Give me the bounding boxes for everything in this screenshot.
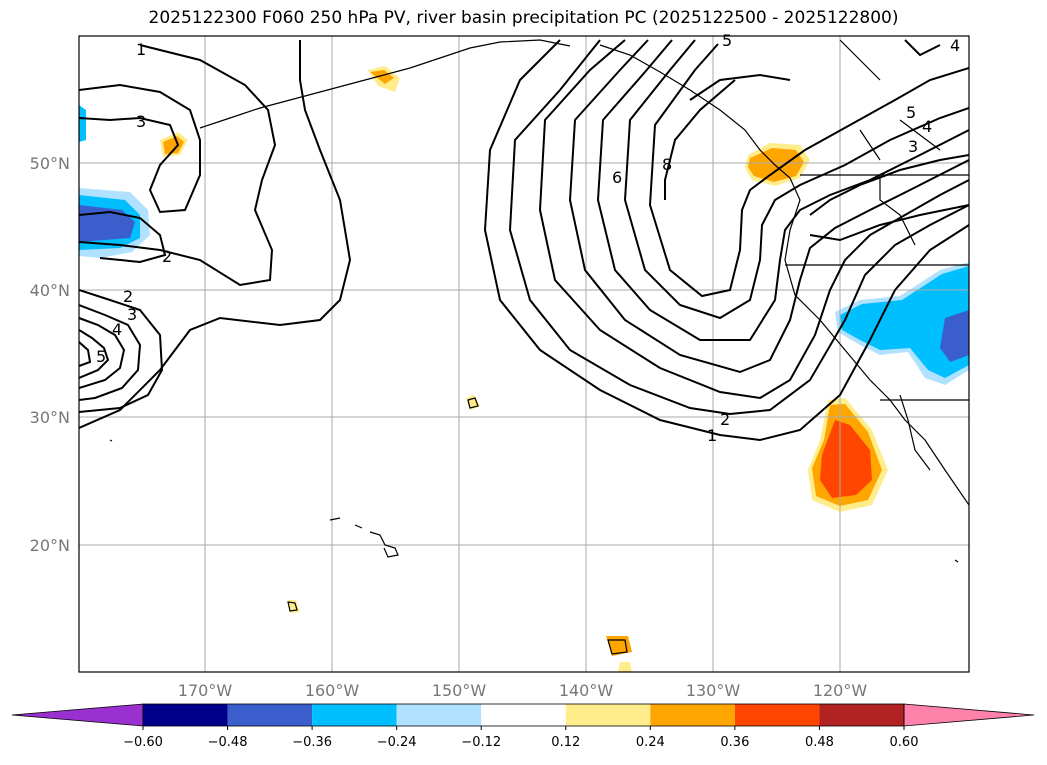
contour-label: 5: [722, 31, 732, 50]
contour-label: 5: [906, 103, 916, 122]
colorbar-box: [227, 704, 313, 726]
colorbar-box: [565, 704, 651, 726]
colorbar-tick-label: −0.24: [377, 735, 417, 750]
contour-labels: 1 3 2 2 3 4 5 5 6 8 2 1 5 4 3 4: [96, 31, 960, 445]
contour-label: 2: [720, 410, 730, 429]
colorbar-tick-label: −0.48: [208, 735, 248, 750]
colorbar-extend-max: [903, 703, 1035, 727]
colorbar-box: [312, 704, 397, 726]
pv-contours: [79, 39, 969, 442]
lat-labels: 50°N 40°N 30°N 20°N: [30, 154, 70, 555]
lon-label: 130°W: [686, 681, 741, 700]
colorbar-box: [650, 704, 735, 726]
contour-label: 2: [123, 287, 133, 306]
contour-label: 4: [112, 320, 122, 339]
colorbar-tick-label: 0.60: [890, 735, 919, 750]
lat-label: 20°N: [30, 536, 70, 555]
contour-label: 6: [612, 168, 622, 187]
map-title: 2025122300 F060 250 hPa PV, river basin …: [148, 8, 899, 28]
contour-label: 4: [922, 117, 932, 136]
lon-label: 150°W: [432, 681, 487, 700]
colorbar-box: [143, 704, 228, 726]
contour-label: 1: [707, 426, 717, 445]
colorbar-box: [734, 704, 820, 726]
colorbar-box: [819, 704, 904, 726]
colorbar-tick-label: 0.48: [805, 735, 834, 750]
contour-label: 3: [136, 112, 146, 131]
contour-label: 8: [662, 155, 672, 174]
neg-area-california-max: [940, 310, 969, 362]
colorbar-box: [481, 704, 566, 726]
lat-label: 40°N: [30, 281, 70, 300]
colorbar: −0.60 −0.48 −0.36 −0.24 −0.12 0.12 0.24 0.36 0.4…: [11, 703, 1035, 750]
contour-label: 4: [950, 36, 960, 55]
colorbar-tick-label: 0.36: [720, 735, 749, 750]
pos-area-baja-max: [820, 420, 872, 498]
neg-area-california-core: [840, 266, 969, 378]
colorbar-box: [396, 704, 482, 726]
colorbar-tick-label: −0.60: [123, 735, 163, 750]
colorbar-extend-min: [11, 703, 144, 727]
colorbar-tick-label: 0.24: [636, 735, 665, 750]
neg-area-northwest: [79, 105, 86, 142]
map-frame: [78, 35, 970, 673]
lon-label: 120°W: [813, 681, 868, 700]
contour-label: 3: [127, 305, 137, 324]
contour-label: 5: [96, 347, 106, 366]
pos-area-vancouver-core: [748, 148, 804, 182]
contour-label: 2: [162, 247, 172, 266]
contour-label: 3: [908, 137, 918, 156]
lon-label: 140°W: [559, 681, 614, 700]
contour-label: 1: [136, 40, 146, 59]
gridlines: [79, 36, 969, 672]
lat-label: 50°N: [30, 154, 70, 173]
lon-label: 160°W: [305, 681, 360, 700]
lat-label: 30°N: [30, 408, 70, 427]
colorbar-tick-label: −0.36: [292, 735, 332, 750]
colorbar-tick-label: −0.12: [461, 735, 501, 750]
coastlines: [109, 39, 969, 655]
lon-label: 170°W: [178, 681, 233, 700]
precip-shading: [79, 66, 969, 672]
pos-area-small-d: [618, 662, 632, 672]
colorbar-tick-label: 0.12: [551, 735, 580, 750]
lon-labels: 170°W 160°W 150°W 140°W 130°W 120°W: [178, 681, 868, 700]
pos-area-aleutian-core: [163, 136, 184, 154]
colorbar-frame: [142, 703, 905, 727]
